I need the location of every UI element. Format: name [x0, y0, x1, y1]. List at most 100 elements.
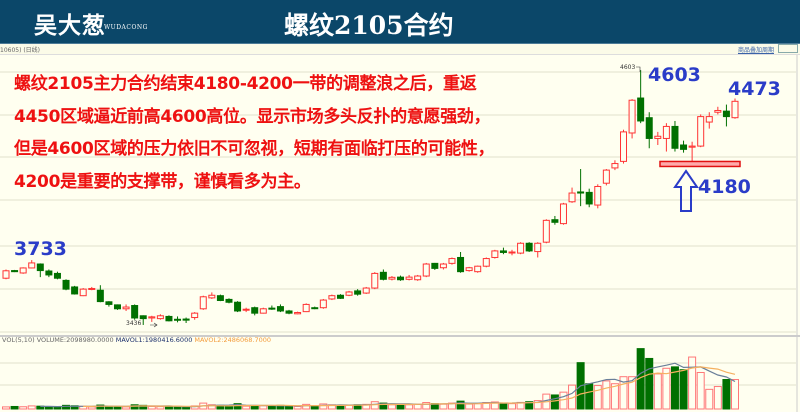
candle-up: [122, 306, 130, 310]
candle-up: [28, 262, 36, 269]
volume-bar: [662, 367, 671, 410]
volume-bar: [147, 405, 156, 410]
candle-down: [71, 286, 79, 295]
volume-bar: [302, 403, 311, 410]
candle-down: [165, 315, 173, 322]
max-pointer-icon: [636, 66, 641, 72]
candle-up: [654, 135, 662, 139]
mavol2-line: [83, 366, 736, 407]
volume-bar: [87, 406, 96, 410]
volume-bar: [62, 404, 71, 410]
candle-up: [362, 287, 370, 294]
volume-bar: [722, 379, 731, 410]
volume-bar: [533, 400, 542, 410]
candle-down: [354, 290, 362, 295]
min-price-tag: 3436: [126, 320, 142, 327]
candle-up: [714, 109, 722, 113]
candle-down: [722, 110, 730, 118]
candle-up: [88, 287, 96, 290]
volume-bar: [207, 404, 216, 410]
volume-bar: [705, 388, 714, 410]
volume-bar: [688, 356, 697, 410]
support-bar: [659, 160, 741, 168]
volume-bar: [173, 406, 182, 410]
candle-down: [680, 144, 688, 150]
candle-down: [139, 315, 147, 320]
candle-down: [311, 307, 319, 310]
volume-bar: [645, 357, 654, 410]
candle-up: [688, 145, 696, 148]
candle-up: [259, 308, 267, 314]
chart-toolbar: 10605) (日线) 商品叠加 周期: [0, 44, 800, 55]
page-title: 螺纹2105合约: [284, 11, 454, 40]
candle-up: [474, 265, 482, 273]
volume-bar: [156, 406, 165, 410]
candle-up: [542, 219, 550, 243]
volume-bar: [610, 383, 619, 410]
candle-up: [242, 308, 250, 311]
candle-up: [482, 258, 490, 267]
brand-subtitle: WUDACONG: [104, 24, 148, 31]
candle-up: [508, 251, 516, 254]
candle-up: [302, 303, 310, 313]
candle-up: [559, 203, 567, 225]
volume-bar: [379, 402, 388, 410]
candle-down: [268, 307, 276, 310]
analysis-text: 螺纹2105主力合约结束4180-4200一带的调整浪之后，重返 4450区域逼…: [14, 68, 495, 198]
candle-down: [645, 117, 653, 139]
volume-bar: [259, 405, 268, 410]
volume-bar: [413, 403, 422, 410]
volume-bar: [122, 406, 131, 410]
candle-up: [191, 312, 199, 319]
candle-down: [45, 270, 53, 276]
volume-bar: [679, 369, 688, 410]
candle-up: [594, 185, 602, 206]
candle-up: [328, 295, 336, 300]
candle-down: [113, 304, 121, 310]
candle-up: [517, 242, 525, 254]
volume-bar: [310, 405, 319, 410]
analysis-line: 螺纹2105主力合约结束4180-4200一带的调整浪之后，重返: [14, 74, 477, 94]
candle-up: [405, 276, 413, 280]
analysis-line: 4200是重要的支撑带，谨慎看多为主。: [14, 171, 311, 192]
volume-bar: [636, 348, 645, 410]
volume-bar: [473, 403, 482, 410]
analysis-line: 4450区域逼近前高4600高位。显示市场多头反扑的意愿强劲，: [14, 106, 491, 127]
period-link[interactable]: 周期: [761, 47, 774, 54]
candle-down: [234, 301, 242, 312]
volume-header: VOL(5,10) VOLUME:2098980.0000 MAVOL1:198…: [2, 336, 271, 344]
candle-down: [577, 191, 585, 194]
candle-down: [671, 125, 679, 149]
candle-down: [379, 271, 387, 280]
candle-down: [336, 294, 344, 299]
volume-bar: [628, 376, 637, 410]
volume-bar: [422, 402, 431, 410]
candle-down: [525, 242, 533, 252]
volume-bar: [456, 400, 465, 410]
candle-down: [637, 97, 645, 122]
volume-bar: [2, 406, 10, 410]
header-banner: 吴大葱 WUDACONG 螺纹2105合约: [0, 0, 800, 44]
volume-bar: [602, 380, 611, 410]
volume-bar: [568, 384, 577, 410]
candle-down: [216, 295, 224, 301]
candle-down: [182, 318, 190, 321]
volume-bar: [550, 394, 559, 410]
candle-down: [251, 307, 259, 314]
volume-bar: [619, 376, 628, 410]
candle-up: [620, 131, 628, 162]
candle-up: [319, 299, 327, 309]
volume-bar: [10, 405, 19, 410]
candle-down: [11, 270, 19, 273]
window-buttons[interactable]: [778, 44, 798, 53]
overlay-link[interactable]: 商品叠加: [737, 47, 762, 54]
candle-up: [534, 242, 542, 253]
volume-bar: [130, 404, 139, 410]
volume-bar: [267, 405, 276, 410]
candle-up: [422, 263, 430, 277]
candle-up: [294, 312, 302, 315]
candle-down: [551, 219, 559, 223]
candle-up: [731, 100, 739, 119]
vol-title: VOL(5,10): [2, 336, 35, 344]
